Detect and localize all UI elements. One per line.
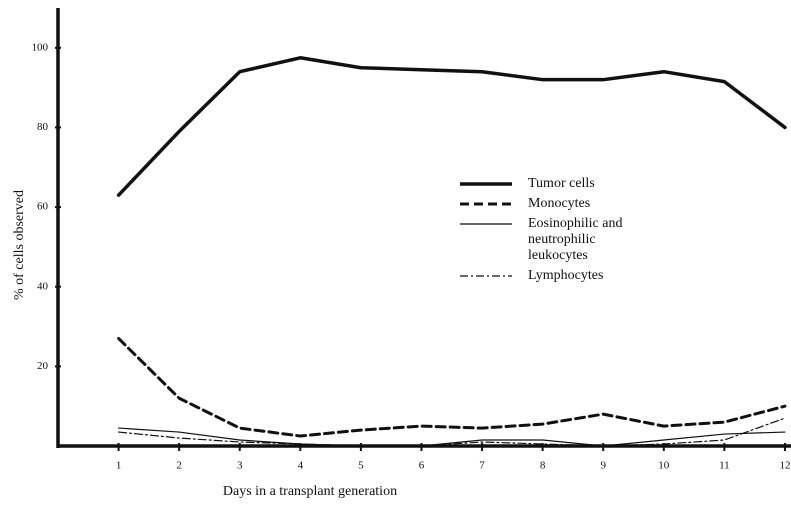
legend-swatch [460,275,512,277]
y-tick-label: 60 [37,201,49,213]
legend-label: Lymphocytes [528,268,604,283]
x-tick-label: 11 [719,460,730,472]
y-tick-label: 40 [37,280,49,292]
legend-label: Tumor cells [528,176,595,191]
x-tick-label: 4 [298,460,304,472]
x-tick-label: 3 [237,460,243,472]
legend-item: Monocytes [458,196,788,212]
legend: Tumor cells Monocytes Eosinophilic and neu… [458,176,788,288]
series-line [117,417,786,447]
legend-item: Tumor cells [458,176,788,192]
legend-item: Eosinophilic and neutrophilic leukocytes [458,216,788,264]
legend-label: Eosinophilic and neutrophilic leukocytes [528,216,623,263]
y-axis-label: % of cells observed [12,190,27,300]
x-tick-label: 1 [116,460,122,472]
y-tick-label: 80 [37,121,49,133]
series-line [116,56,787,197]
x-tick-label: 7 [479,460,485,472]
legend-item: Lymphocytes [458,268,788,284]
legend-swatch [460,202,512,206]
y-tick-label: 20 [37,360,49,372]
x-tick-label: 6 [419,460,425,472]
x-tick-label: 5 [358,460,364,472]
x-tick-label: 2 [176,460,182,472]
x-tick-label: 9 [600,460,606,472]
x-tick-label: 8 [540,460,546,472]
legend-swatch [460,223,512,225]
x-tick-label: 12 [779,460,790,472]
legend-swatch [460,182,512,186]
x-tick-label: 10 [658,460,670,472]
x-axis-label: Days in a transplant generation [223,484,397,499]
y-tick-label: 100 [32,41,49,53]
series-line [117,336,787,438]
legend-label: Monocytes [528,196,591,211]
series-line [117,427,786,447]
